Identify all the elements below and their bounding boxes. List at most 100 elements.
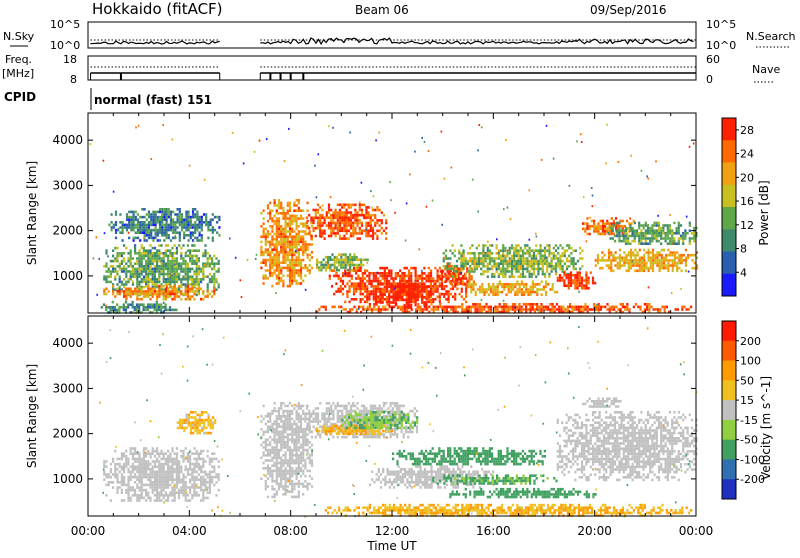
range-cell (421, 299, 423, 302)
range-cell (352, 217, 354, 220)
range-cell (386, 288, 388, 291)
range-cell (610, 251, 612, 254)
range-cell (341, 227, 343, 230)
range-cell (274, 272, 276, 275)
range-cell (629, 224, 631, 227)
range-cell (651, 235, 653, 238)
range-cell (337, 204, 339, 207)
range-cell (439, 298, 441, 301)
range-cell (522, 257, 524, 260)
range-cell (521, 291, 523, 294)
range-cell (488, 288, 490, 291)
range-cell (519, 286, 521, 289)
range-cell (434, 298, 436, 301)
range-cell (331, 264, 333, 267)
range-cell (152, 224, 154, 227)
range-cell (152, 452, 154, 455)
range-cell (482, 255, 484, 258)
range-cell (141, 257, 143, 260)
range-cell (282, 256, 284, 259)
range-cell (354, 209, 356, 212)
range-cell (667, 259, 669, 262)
range-cell (207, 286, 209, 289)
range-cell (373, 285, 375, 288)
range-cell (494, 308, 496, 311)
date-title: 09/Sep/2016 (590, 3, 667, 17)
range-cell (352, 230, 354, 233)
range-cell (127, 257, 129, 260)
range-cell (693, 227, 695, 230)
range-cell (608, 264, 610, 267)
range-cell (265, 269, 267, 272)
range-cell (121, 255, 123, 258)
range-cell (352, 232, 354, 235)
range-cell (682, 240, 684, 243)
range-cell (147, 478, 149, 481)
range-cell (232, 132, 234, 134)
range-cell (143, 489, 145, 492)
range-cell (526, 244, 528, 247)
range-cell (108, 224, 110, 227)
range-cell (151, 306, 153, 309)
range-cell (181, 213, 183, 216)
range-cell (410, 296, 412, 299)
range-cell (121, 458, 123, 461)
range-cell (365, 235, 367, 238)
range-cell (482, 244, 484, 247)
range-cell (376, 209, 378, 212)
range-cell (349, 290, 351, 293)
range-cell (604, 222, 606, 225)
range-cell (423, 277, 425, 280)
range-cell (628, 259, 630, 262)
range-cell (147, 270, 149, 273)
range-cell (376, 237, 378, 240)
range-cell (626, 303, 628, 306)
range-cell (196, 278, 198, 281)
range-cell (154, 494, 156, 497)
range-cell (187, 278, 189, 281)
range-cell (154, 499, 156, 502)
range-cell (566, 284, 568, 287)
range-cell (154, 478, 156, 481)
range-cell (285, 254, 287, 257)
range-cell (172, 229, 174, 232)
range-cell (354, 232, 356, 235)
range-cell (178, 278, 180, 281)
range-cell (296, 246, 298, 249)
range-cell (450, 306, 452, 309)
range-cell (401, 275, 403, 278)
range-cell (386, 275, 388, 278)
range-cell (523, 308, 525, 311)
range-cell (608, 222, 610, 225)
range-cell (198, 268, 200, 271)
range-cell (634, 229, 636, 232)
range-cell (313, 209, 315, 212)
range-cell (529, 249, 531, 252)
range-cell (328, 224, 330, 227)
range-cell (559, 255, 561, 258)
range-cell (177, 208, 179, 211)
range-cell (339, 209, 341, 212)
range-cell (267, 230, 269, 233)
range-cell (133, 218, 135, 221)
range-cell (419, 308, 421, 311)
range-cell (360, 298, 362, 301)
range-cell (357, 211, 359, 214)
range-cell (684, 235, 686, 238)
range-cell (507, 270, 509, 273)
range-cell (156, 499, 158, 502)
range-cell (141, 273, 143, 276)
range-cell (170, 218, 172, 221)
range-cell (585, 271, 587, 274)
range-cell (410, 272, 412, 275)
range-cell (213, 265, 215, 268)
range-cell (643, 254, 645, 257)
range-cell (316, 264, 318, 267)
range-cell (171, 252, 173, 255)
range-cell (373, 195, 375, 197)
range-cell (465, 257, 467, 260)
range-cell (188, 213, 190, 216)
range-cell (163, 293, 165, 296)
range-cell (278, 256, 280, 259)
range-cell (641, 262, 643, 265)
